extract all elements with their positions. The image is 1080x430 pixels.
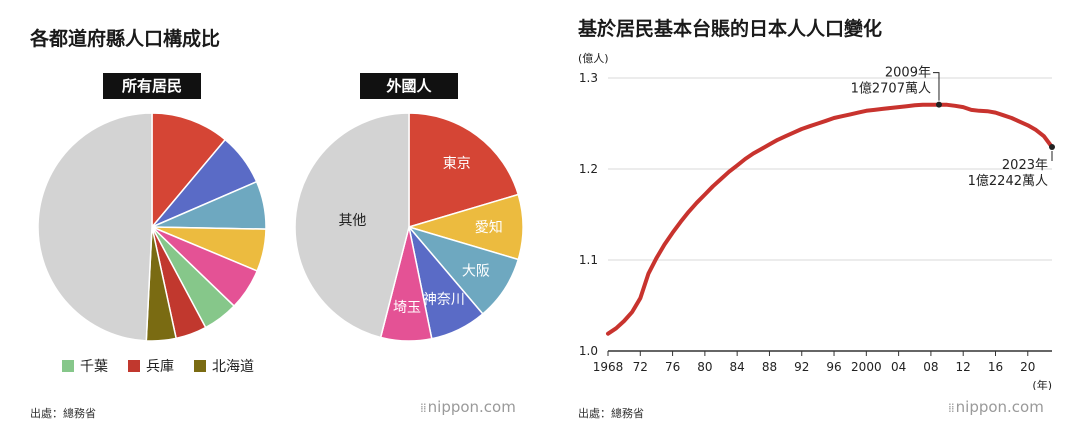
pie1-slice-5 (294, 112, 410, 339)
left-brand-logo: ⁞⁞ nippon.com (420, 398, 516, 416)
y-tick-label-0: 1.0 (579, 344, 598, 358)
annotation-leader-2009 (932, 72, 940, 101)
y-tick-label-2: 1.2 (579, 162, 598, 176)
pie1-slice-label-0: 東京 (443, 156, 471, 172)
pie1-slice-label-4: 埼玉 (393, 300, 421, 316)
x-tick-label-9: 04 (891, 360, 906, 374)
legend-label-hyogo: 兵庫 (146, 359, 174, 375)
annotation-year-2009: 2009年 (885, 66, 931, 81)
left-panel: 各都道府縣人口構成比 所有居民 外國人 東京愛知大阪神奈川 埼玉 其他 千葉 兵庫 … (30, 28, 524, 420)
x-tick-label-4: 84 (730, 360, 745, 374)
left-brand-text: nippon.com (427, 398, 516, 416)
x-tick-label-6: 92 (794, 360, 809, 374)
pie-label-foreigners: 外國人 (360, 73, 458, 99)
right-chart-title: 基於居民基本台賬的日本人人口變化 (578, 18, 883, 40)
x-tick-label-1: 72 (633, 360, 648, 374)
x-tick-label-10: 08 (923, 360, 938, 374)
x-tick-label-2: 76 (665, 360, 680, 374)
legend-swatch-chiba (62, 360, 74, 372)
left-chart-title: 各都道府縣人口構成比 (30, 28, 221, 50)
x-tick-label-11: 12 (956, 360, 971, 374)
pie1-slice-label-5: 其他 (338, 213, 366, 229)
brand-dots-icon: ⁞⁞ (948, 401, 955, 415)
legend-item-hyogo: 兵庫 (128, 356, 174, 376)
right-brand-text: nippon.com (955, 398, 1044, 416)
y-tick-label-1: 1.1 (579, 253, 598, 267)
x-tick-label-0: 1968 (593, 360, 624, 374)
x-tick-label-12: 16 (988, 360, 1003, 374)
right-source: 出處：總務省 (578, 407, 644, 420)
annotation-point-2023 (1049, 143, 1055, 150)
legend-swatch-hokkaido (194, 360, 206, 372)
legend-label-hokkaido: 北海道 (212, 359, 254, 375)
pie0-slice-8 (37, 112, 153, 342)
annotation-value-2009: 1億2707萬人 (851, 81, 931, 97)
pie1-slice-label-3: 神奈川 (423, 292, 465, 308)
left-source: 出處：總務省 (30, 407, 96, 420)
pie1-slice-label-2: 大阪 (462, 264, 490, 280)
x-tick-label-5: 88 (762, 360, 777, 374)
annotation-point-2009 (935, 101, 942, 108)
x-tick-label-8: 2000 (851, 360, 882, 374)
x-tick-label-13: 20 (1020, 360, 1035, 374)
pie0-slice-0 (151, 112, 227, 230)
right-panel: 基於居民基本台賬的日本人人口變化 1.0 1.1 1.2 1.3 (億人) 1968 72 7… (540, 0, 1080, 430)
x-tick-label-7: 96 (826, 360, 841, 374)
legend-item-chiba: 千葉 (62, 356, 108, 376)
population-line (606, 102, 1054, 336)
pie1-slice-0 (408, 112, 520, 229)
legend: 千葉 兵庫 北海道 (62, 356, 254, 376)
legend-swatch-hyogo (128, 360, 140, 372)
brand-dots-icon: ⁞⁞ (420, 401, 427, 415)
pie1-slice-label-1: 愛知 (475, 219, 503, 236)
legend-item-hokkaido: 北海道 (194, 356, 254, 376)
annotation-year-2023: 2023年 (1002, 158, 1048, 173)
right-brand-logo: ⁞⁞ nippon.com (948, 398, 1044, 416)
annotation-value-2023: 1億2242萬人 (968, 173, 1048, 189)
y-axis-label: (億人) (578, 52, 609, 65)
line-chart: 1.0 1.1 1.2 1.3 (億人) 1968 72 76 80 84 88 92 96 2000 04… (578, 52, 1055, 390)
x-tick-label-3: 80 (697, 360, 712, 374)
pie-label-all-residents: 所有居民 (103, 73, 201, 99)
x-axis-label: (年) (1032, 378, 1052, 390)
y-tick-label-3: 1.3 (579, 71, 598, 85)
legend-label-chiba: 千葉 (80, 359, 108, 375)
